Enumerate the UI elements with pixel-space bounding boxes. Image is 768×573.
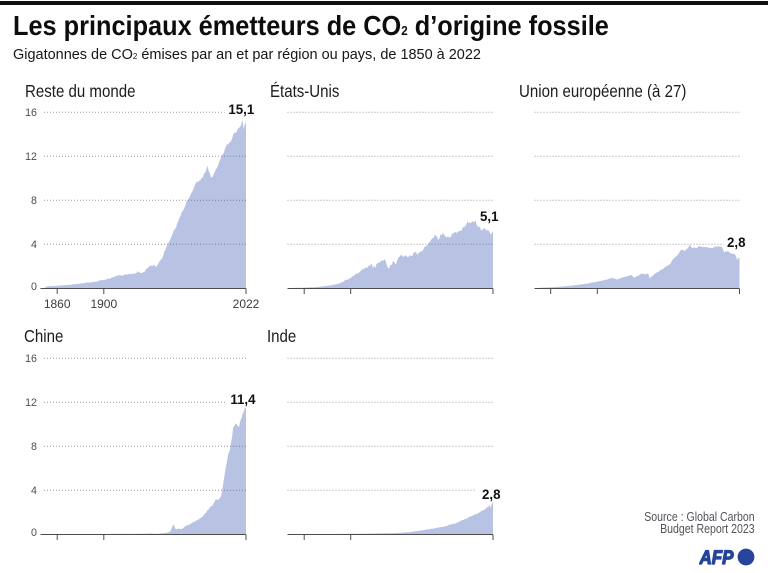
svg-text:AFP: AFP xyxy=(699,548,734,569)
